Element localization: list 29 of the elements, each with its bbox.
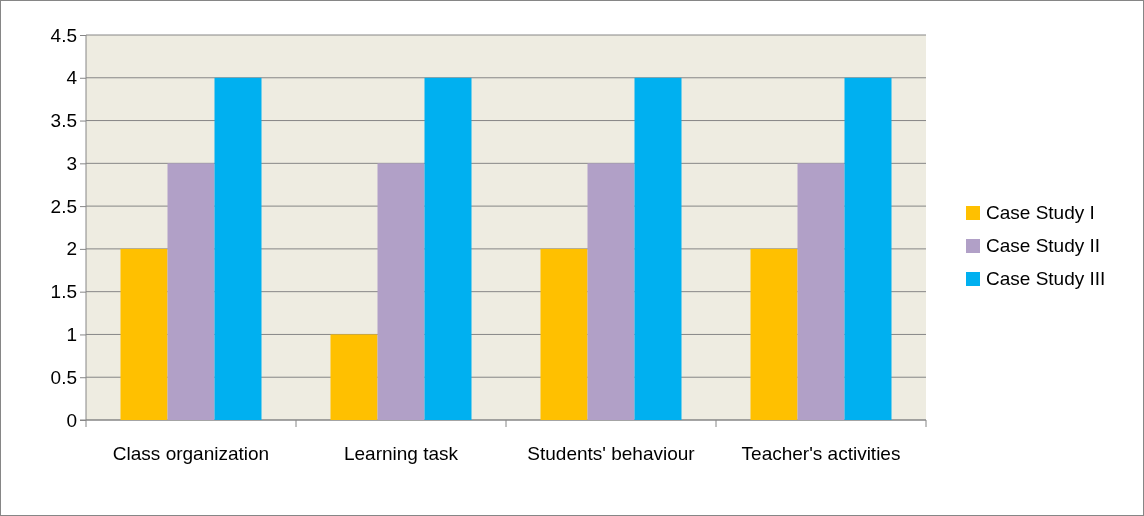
y-tick-label: 4.5 [50,24,77,46]
y-tick-label: 0 [66,409,77,431]
y-tick-label: 1.5 [50,281,77,303]
bar [540,248,588,420]
bar [330,334,378,420]
y-tick-label: 3 [66,152,77,174]
legend-label: Case Study I [986,202,1095,223]
x-tick-label: Learning task [343,443,459,464]
legend-label: Case Study II [986,235,1101,256]
y-tick-label: 0.5 [50,366,77,388]
y-tick-label: 4 [66,67,78,89]
bar [844,77,892,420]
legend-label: Case Study III [986,268,1106,289]
bar [634,77,682,420]
y-tick-label: 1 [66,324,77,346]
x-tick-label: Students' behaviour [527,443,696,464]
bar [377,163,425,420]
bar [424,77,472,420]
bar [587,163,635,420]
bar [797,163,845,420]
bar [214,77,262,420]
x-tick-label: Class organization [112,443,270,464]
y-tick-label: 2 [66,238,77,260]
bar [750,248,798,420]
bar [120,248,168,420]
y-tick-label: 3.5 [50,110,77,132]
x-tick-label: Teacher's activities [741,443,901,464]
bar [167,163,215,420]
y-tick-label: 2.5 [50,195,77,217]
